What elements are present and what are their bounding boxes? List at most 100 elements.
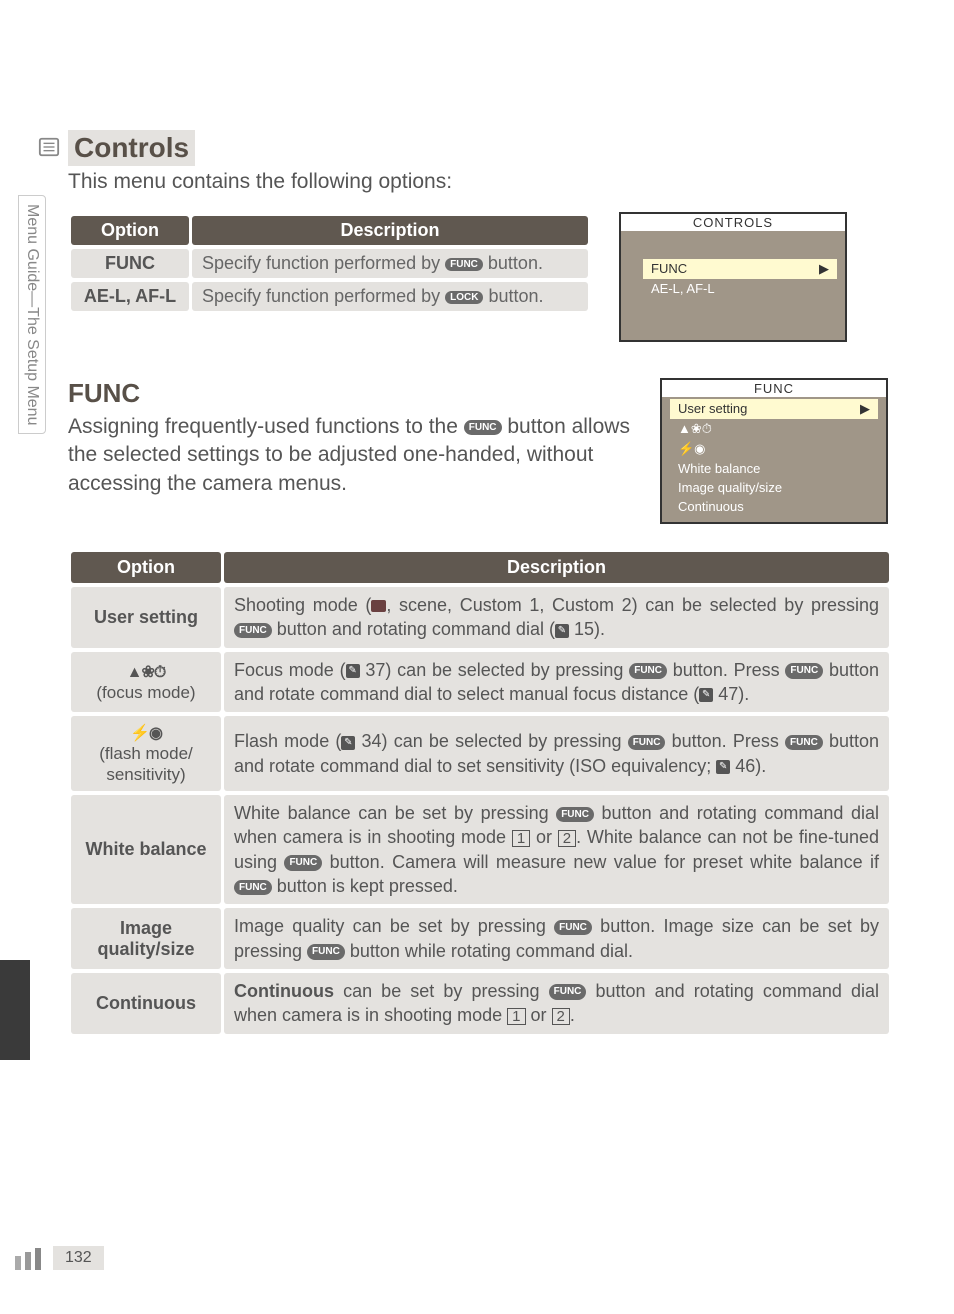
func-pill-icon: FUNC: [307, 944, 345, 960]
desc-focus-mode: Focus mode (✎ 37) can be selected by pre…: [224, 652, 889, 713]
screen-row-cont: Continuous: [670, 497, 878, 516]
page-marker-bars: [15, 1248, 41, 1270]
page-ref-icon: ✎: [341, 736, 355, 750]
screen-title: CONTROLS: [621, 214, 845, 231]
mode-1-icon: 1: [507, 1008, 525, 1025]
t: .: [570, 1005, 575, 1025]
sidebar-section-label: Menu Guide—The Setup Menu: [18, 195, 46, 434]
func-pill-icon: FUNC: [629, 663, 667, 679]
page-number: 132: [53, 1246, 104, 1270]
t: button. Press: [667, 660, 785, 680]
func-screen: FUNC User setting ▶ ▲❀⏱ ⚡◉ White balance…: [660, 378, 888, 524]
t: Focus mode (: [234, 660, 346, 680]
opt-func: FUNC: [71, 249, 189, 278]
controls-screen: CONTROLS FUNC ▶ AE-L, AF-L: [619, 212, 847, 342]
func-pill-icon: FUNC: [785, 663, 823, 679]
setup-menu-icon: [38, 136, 60, 158]
t: 34) can be selected by pressing: [355, 731, 627, 751]
t: button. Press: [665, 731, 785, 751]
page-ref-icon: ✎: [716, 760, 730, 774]
func-pill-icon: FUNC: [628, 735, 666, 751]
screen-row-user: User setting ▶: [670, 399, 878, 419]
mode-2-icon: 2: [558, 830, 576, 847]
camera-icon: [371, 600, 386, 612]
func-heading: FUNC: [68, 378, 640, 409]
page-ref-icon: ✎: [346, 664, 360, 678]
table-row: Continuous Continuous can be set by pres…: [71, 973, 889, 1034]
controls-table: Option Description FUNC Specify function…: [68, 212, 591, 315]
desc-text: button.: [483, 253, 543, 273]
focus-mode-icons: ▲❀⏱: [127, 664, 166, 681]
table-row: AE-L, AF-L Specify function performed by…: [71, 282, 588, 311]
t: button is kept pressed.: [272, 876, 458, 896]
screen-title: FUNC: [662, 380, 886, 397]
func-pill-icon: FUNC: [554, 920, 592, 936]
screen-row-focus-icons: ▲❀⏱: [670, 419, 878, 439]
opt-focus-mode: ▲❀⏱ (focus mode): [71, 652, 221, 713]
table-row: FUNC Specify function performed by FUNC …: [71, 249, 588, 278]
mode-1-icon: 1: [512, 830, 530, 847]
chevron-right-icon: ▶: [819, 261, 829, 277]
opt-image-quality: Image quality/size: [71, 908, 221, 969]
text-part: Assigning frequently-used functions to t…: [68, 415, 464, 438]
opt-ael: AE-L, AF-L: [71, 282, 189, 311]
screen-item-label: FUNC: [651, 261, 687, 277]
desc-image-quality: Image quality can be set by pressing FUN…: [224, 908, 889, 969]
screen-item-label: ▲❀⏱: [678, 421, 712, 437]
flash-mode-icons: ⚡◉: [130, 725, 162, 742]
table-row: ⚡◉ (flash mode/ sensitivity) Flash mode …: [71, 716, 889, 791]
func-pill-icon: FUNC: [284, 855, 322, 871]
func-th-option: Option: [71, 552, 221, 583]
t: 15).: [569, 619, 605, 639]
chevron-right-icon: ▶: [860, 401, 870, 417]
opt-sub: (focus mode): [96, 683, 195, 702]
screen-item-label: AE-L, AF-L: [651, 281, 715, 296]
screen-item-label: Continuous: [678, 499, 744, 514]
t: button and rotating command dial (: [272, 619, 555, 639]
page-ref-icon: ✎: [555, 624, 569, 638]
screen-item-label: White balance: [678, 461, 760, 476]
func-pill-icon: FUNC: [234, 880, 272, 896]
opt-white-balance: White balance: [71, 795, 221, 904]
opt-flash-mode: ⚡◉ (flash mode/ sensitivity): [71, 716, 221, 791]
screen-row-func: FUNC ▶: [643, 259, 837, 279]
t: button while rotating command dial.: [345, 941, 633, 961]
t: Flash mode (: [234, 731, 341, 751]
screen-row-wb: White balance: [670, 459, 878, 478]
desc-func: Specify function performed by FUNC butto…: [192, 249, 588, 278]
opt-sub: (flash mode/ sensitivity): [99, 744, 193, 784]
table-row: White balance White balance can be set b…: [71, 795, 889, 904]
func-body-text: Assigning frequently-used functions to t…: [68, 413, 640, 498]
side-dark-block: [0, 960, 30, 1060]
desc-text: Specify function performed by: [202, 286, 445, 306]
t: can be set by pressing: [334, 981, 549, 1001]
t: button. Camera will measure new value fo…: [322, 852, 879, 872]
page-ref-icon: ✎: [699, 688, 713, 702]
t: White balance can be set by pressing: [234, 803, 556, 823]
screen-row-flash-icons: ⚡◉: [670, 439, 878, 459]
func-pill-icon: FUNC: [445, 258, 483, 271]
lock-pill-icon: LOCK: [445, 291, 483, 304]
opt-continuous: Continuous: [71, 973, 221, 1034]
desc-flash-mode: Flash mode (✎ 34) can be selected by pre…: [224, 716, 889, 791]
mode-2-icon: 2: [552, 1008, 570, 1025]
desc-user-setting: Shooting mode (, scene, Custom 1, Custom…: [224, 587, 889, 648]
opt-user-setting: User setting: [71, 587, 221, 648]
screen-row-iq: Image quality/size: [670, 478, 878, 497]
func-pill-icon: FUNC: [556, 807, 594, 823]
func-pill-icon: FUNC: [549, 984, 587, 1000]
func-options-table: Option Description User setting Shooting…: [68, 548, 892, 1038]
t: 37) can be selected by pressing: [360, 660, 630, 680]
func-pill-icon: FUNC: [785, 735, 823, 751]
t: 46).: [730, 756, 766, 776]
table-row: ▲❀⏱ (focus mode) Focus mode (✎ 37) can b…: [71, 652, 889, 713]
t: Image quality can be set by pressing: [234, 916, 554, 936]
controls-intro: This menu contains the following options…: [68, 170, 888, 194]
controls-th-desc: Description: [192, 216, 588, 245]
controls-th-option: Option: [71, 216, 189, 245]
desc-continuous: Continuous can be set by pressing FUNC b…: [224, 973, 889, 1034]
table-row: User setting Shooting mode (, scene, Cus…: [71, 587, 889, 648]
t: 47).: [713, 684, 749, 704]
screen-row-ael: AE-L, AF-L: [643, 279, 837, 298]
t: Shooting mode (: [234, 595, 371, 615]
